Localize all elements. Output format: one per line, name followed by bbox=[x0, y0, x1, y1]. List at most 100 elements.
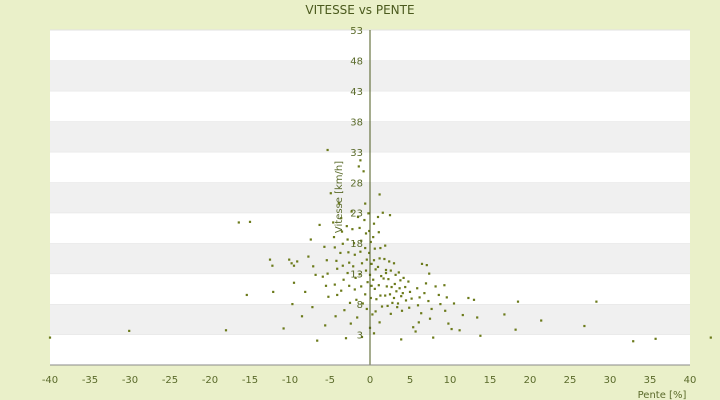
scatter-point bbox=[350, 210, 353, 213]
scatter-point bbox=[311, 306, 314, 309]
scatter-point bbox=[374, 310, 377, 313]
scatter-point bbox=[224, 329, 228, 332]
scatter-point bbox=[292, 281, 296, 284]
scatter-point bbox=[354, 276, 357, 279]
scatter-point bbox=[352, 242, 356, 245]
scatter-point bbox=[445, 296, 448, 299]
scatter-point bbox=[388, 293, 392, 296]
scatter-point bbox=[654, 337, 657, 340]
scatter-point bbox=[369, 296, 372, 300]
scatter-point bbox=[709, 336, 712, 339]
scatter-point bbox=[300, 315, 304, 318]
scatter-point bbox=[398, 287, 401, 290]
scatter-point bbox=[373, 287, 376, 290]
scatter-point bbox=[472, 298, 476, 301]
scatter-point bbox=[364, 293, 367, 296]
scatter-point bbox=[595, 300, 598, 303]
scatter-point bbox=[423, 292, 426, 295]
scatter-point bbox=[384, 244, 387, 247]
scatter-point bbox=[353, 253, 356, 256]
scatter-point bbox=[296, 260, 299, 263]
scatter-point bbox=[424, 282, 428, 285]
scatter-point bbox=[396, 306, 399, 309]
scatter-point bbox=[414, 330, 417, 333]
scatter-point bbox=[396, 302, 400, 305]
scatter-point bbox=[345, 225, 348, 228]
scatter-point bbox=[364, 246, 367, 250]
scatter-point bbox=[404, 285, 407, 289]
scatter-point bbox=[336, 293, 339, 297]
scatter-point bbox=[390, 285, 393, 289]
x-tick-label: 25 bbox=[564, 375, 577, 386]
scatter-point bbox=[428, 272, 431, 275]
scatter-point bbox=[376, 265, 380, 269]
scatter-point bbox=[271, 264, 274, 267]
scatter-point bbox=[397, 271, 400, 274]
scatter-point bbox=[272, 290, 275, 294]
scatter-point bbox=[387, 278, 390, 281]
scatter-point bbox=[334, 315, 337, 318]
scatter-point bbox=[418, 296, 421, 299]
scatter-point bbox=[386, 304, 389, 308]
scatter-point bbox=[368, 229, 371, 233]
x-tick-label: 0 bbox=[367, 375, 373, 386]
y-tick-label: 38 bbox=[350, 117, 363, 128]
y-axis-label: Vitesse [km/h] bbox=[334, 161, 345, 233]
scatter-point bbox=[384, 268, 388, 272]
scatter-point bbox=[377, 231, 380, 234]
scatter-point bbox=[417, 321, 420, 324]
scatter-point bbox=[391, 301, 394, 304]
scatter-point bbox=[430, 307, 433, 311]
scatter-point bbox=[408, 290, 412, 294]
x-tick-label: 40 bbox=[684, 375, 697, 386]
scatter-point bbox=[291, 302, 294, 306]
scatter-point bbox=[342, 278, 345, 281]
x-tick-label: 5 bbox=[407, 375, 413, 386]
scatter-point bbox=[245, 293, 248, 297]
scatter-point bbox=[348, 261, 351, 264]
scatter-point bbox=[353, 288, 356, 291]
scatter-point bbox=[325, 259, 328, 262]
scatter-point bbox=[372, 259, 376, 262]
x-tick-label: 35 bbox=[644, 375, 657, 386]
scatter-point bbox=[369, 240, 372, 244]
scatter-point bbox=[268, 258, 272, 261]
scatter-point bbox=[385, 285, 388, 288]
scatter-point bbox=[382, 277, 385, 280]
scatter-point bbox=[332, 221, 335, 224]
x-tick-label: -20 bbox=[202, 375, 218, 386]
scatter-point bbox=[372, 235, 375, 239]
scatter-point bbox=[408, 306, 411, 309]
scatter-point bbox=[368, 251, 371, 255]
scatter-point bbox=[312, 265, 315, 268]
scatter-point bbox=[420, 262, 424, 265]
scatter-point bbox=[356, 215, 360, 219]
scatter-point bbox=[324, 284, 328, 287]
y-tick-label: 43 bbox=[350, 87, 363, 98]
scatter-point bbox=[364, 269, 368, 272]
scatter-point bbox=[349, 322, 352, 325]
x-tick-label: -10 bbox=[282, 375, 298, 386]
scatter-points bbox=[48, 148, 712, 343]
x-tick-label: -35 bbox=[82, 375, 98, 386]
scatter-point bbox=[379, 294, 382, 297]
scatter-point bbox=[363, 218, 366, 222]
scatter-point bbox=[367, 212, 370, 215]
scatter-point bbox=[434, 285, 437, 288]
scatter-point bbox=[379, 246, 382, 250]
scatter-point bbox=[341, 242, 344, 245]
scatter-point bbox=[384, 271, 388, 275]
x-tick-label: 10 bbox=[444, 375, 457, 386]
scatter-point bbox=[540, 319, 543, 322]
scatter-point bbox=[461, 313, 464, 317]
scatter-point bbox=[348, 301, 352, 304]
scatter-point bbox=[389, 312, 392, 315]
scatter-point bbox=[48, 336, 52, 339]
scatter-point bbox=[128, 329, 131, 332]
scatter-point bbox=[443, 284, 446, 287]
scatter-point bbox=[444, 309, 447, 312]
scatter-point bbox=[318, 223, 321, 227]
y-tick-label: 53 bbox=[350, 26, 363, 37]
scatter-point bbox=[336, 267, 339, 270]
